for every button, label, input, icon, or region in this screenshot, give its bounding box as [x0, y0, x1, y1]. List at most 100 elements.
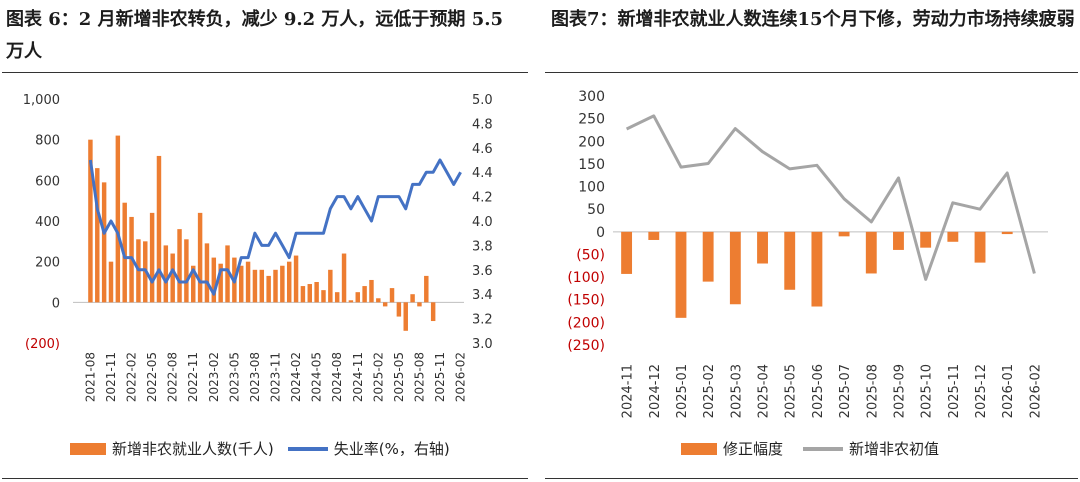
payroll-bar: [184, 239, 189, 303]
payroll-bar: [115, 135, 121, 303]
payroll-bar: [321, 290, 326, 303]
payroll-bar: [197, 212, 203, 303]
y-tick-label: 150: [578, 157, 605, 173]
x-tick-label: 2023-02: [207, 352, 221, 402]
left-title-rule: [2, 72, 528, 73]
left-y-tick-label: 800: [35, 134, 60, 149]
x-tick-label: 2021-08: [83, 352, 97, 402]
x-tick-label: 2025-01: [675, 364, 690, 418]
payroll-bar: [149, 212, 155, 303]
x-tick-label: 2025-08: [865, 364, 880, 418]
revision-bar: [893, 231, 904, 250]
payroll-bar: [369, 279, 374, 303]
x-tick-label: 2024-05: [310, 352, 324, 402]
x-tick-label: 2025-11: [433, 352, 447, 402]
payroll-bar: [218, 263, 223, 303]
revision-bar: [1001, 231, 1013, 235]
x-tick-label: 2024-11: [351, 352, 365, 402]
payroll-bar: [314, 282, 319, 303]
revision-bar: [757, 231, 768, 264]
right-chart-title: 图表7：新增非农就业人数连续15个月下修，劳动力市场持续疲弱: [551, 9, 1075, 30]
x-tick-label: 2023-08: [248, 352, 262, 402]
payroll-bar: [101, 182, 107, 303]
payroll-bar: [389, 288, 395, 303]
x-tick-label: 2025-06: [811, 364, 826, 418]
payroll-bar: [382, 302, 388, 307]
left-chart-panel: 图表 6：2 月新增非农转负，减少 9.2 万人，远低于预期 5.5 万人 (2…: [0, 0, 530, 482]
payroll-bar: [307, 284, 313, 303]
payroll-bar: [376, 298, 381, 303]
x-tick-label: 2026-02: [1028, 364, 1043, 418]
revision-bar: [702, 231, 714, 282]
payroll-bar: [245, 261, 251, 303]
x-tick-label: 2022-02: [125, 352, 139, 402]
revision-bar: [729, 231, 741, 305]
right-y-tick-label: 3.8: [472, 239, 493, 254]
left-chart-legend: 新增非农就业人数(千人) 失业率(%，右轴): [70, 438, 464, 459]
right-y-tick-label: 4.4: [472, 166, 493, 181]
payroll-bar: [225, 245, 230, 303]
payroll-bar: [95, 168, 100, 303]
x-tick-label: 2026-02: [454, 352, 468, 402]
right-y-tick-label: 5.0: [472, 93, 493, 108]
revision-bar: [947, 231, 959, 242]
revision-bar: [675, 231, 687, 318]
right-y-tick-label: 4.8: [472, 117, 493, 132]
x-tick-label: 2025-10: [920, 364, 935, 418]
legend-swatch-line: [803, 446, 844, 451]
x-tick-label: 2025-11: [947, 364, 962, 418]
revision-bar: [920, 231, 932, 248]
x-tick-label: 2025-02: [702, 364, 717, 418]
left-chart-title: 图表 6：2 月新增非农转负，减少 9.2 万人，远低于预期 5.5 万人: [6, 9, 504, 62]
left-y-tick-label: 600: [35, 174, 60, 189]
x-tick-label: 2022-08: [166, 352, 180, 402]
right-chart-panel: 图表7：新增非农就业人数连续15个月下修，劳动力市场持续疲弱 (250) (200…: [543, 0, 1080, 482]
x-tick-label: 2025-02: [371, 352, 385, 402]
payroll-bar: [293, 255, 299, 303]
x-tick-label: 2025-03: [729, 364, 744, 418]
y-tick-label: 50: [587, 202, 605, 218]
y-tick-label: 200: [578, 134, 605, 150]
right-y-tick-label: 4.2: [472, 191, 493, 206]
left-y-tick-label: 200: [35, 256, 60, 271]
payroll-bar: [238, 265, 244, 303]
x-tick-label: 2021-11: [104, 352, 118, 402]
x-tick-label: 2025-12: [974, 364, 989, 418]
x-tick-label: 2024-12: [648, 364, 663, 418]
left-chart-svg: (200) 0 200 400 600 800 1,000 3.0 3.2 3.4 3.6 3.8 4.…: [23, 93, 493, 402]
legend-label-unemployment: 失业率(%，右轴): [333, 440, 450, 458]
payroll-bar: [177, 229, 182, 303]
revision-bar: [621, 231, 633, 274]
right-y-tick-label: 3.0: [472, 337, 493, 352]
x-tick-label: 2024-08: [330, 352, 344, 402]
right-chart-legend: 修正幅度 新增非农初值: [681, 438, 953, 459]
x-tick-label: 2022-11: [186, 352, 200, 402]
legend-label-initial: 新增非农初值: [849, 440, 940, 458]
payroll-bar: [266, 275, 271, 303]
payroll-bar: [156, 155, 162, 303]
y-tick-label: 100: [578, 180, 605, 196]
payroll-bar: [170, 253, 175, 303]
x-tick-label: 2025-05: [784, 364, 799, 418]
payroll-bar: [328, 269, 333, 303]
left-y-tick-label: 400: [35, 215, 60, 230]
y-tick-label: (250): [567, 338, 605, 354]
payroll-bar: [403, 302, 408, 331]
payroll-bar: [362, 286, 367, 303]
x-tick-label: 2025-07: [838, 364, 853, 418]
y-tick-label: 0: [596, 225, 605, 241]
payroll-bar: [286, 261, 292, 303]
y-tick-label: (50): [576, 247, 605, 263]
right-y-tick-label: 3.2: [472, 313, 493, 328]
payroll-bar: [259, 269, 265, 303]
payroll-bar: [430, 302, 436, 322]
payroll-bar: [191, 265, 196, 303]
y-tick-label: (150): [567, 293, 605, 309]
legend-label-revision: 修正幅度: [723, 440, 784, 458]
right-bottom-rule: [545, 478, 1078, 479]
x-tick-label: 2023-05: [227, 352, 241, 402]
right-chart-svg: (250) (200) (150) (100) (50) 0 50 100 150 200 250 3…: [567, 89, 1048, 418]
x-tick-label: 2024-11: [621, 364, 636, 418]
x-tick-label: 2026-01: [1001, 364, 1016, 418]
right-y-tick-label: 4.6: [472, 142, 493, 157]
